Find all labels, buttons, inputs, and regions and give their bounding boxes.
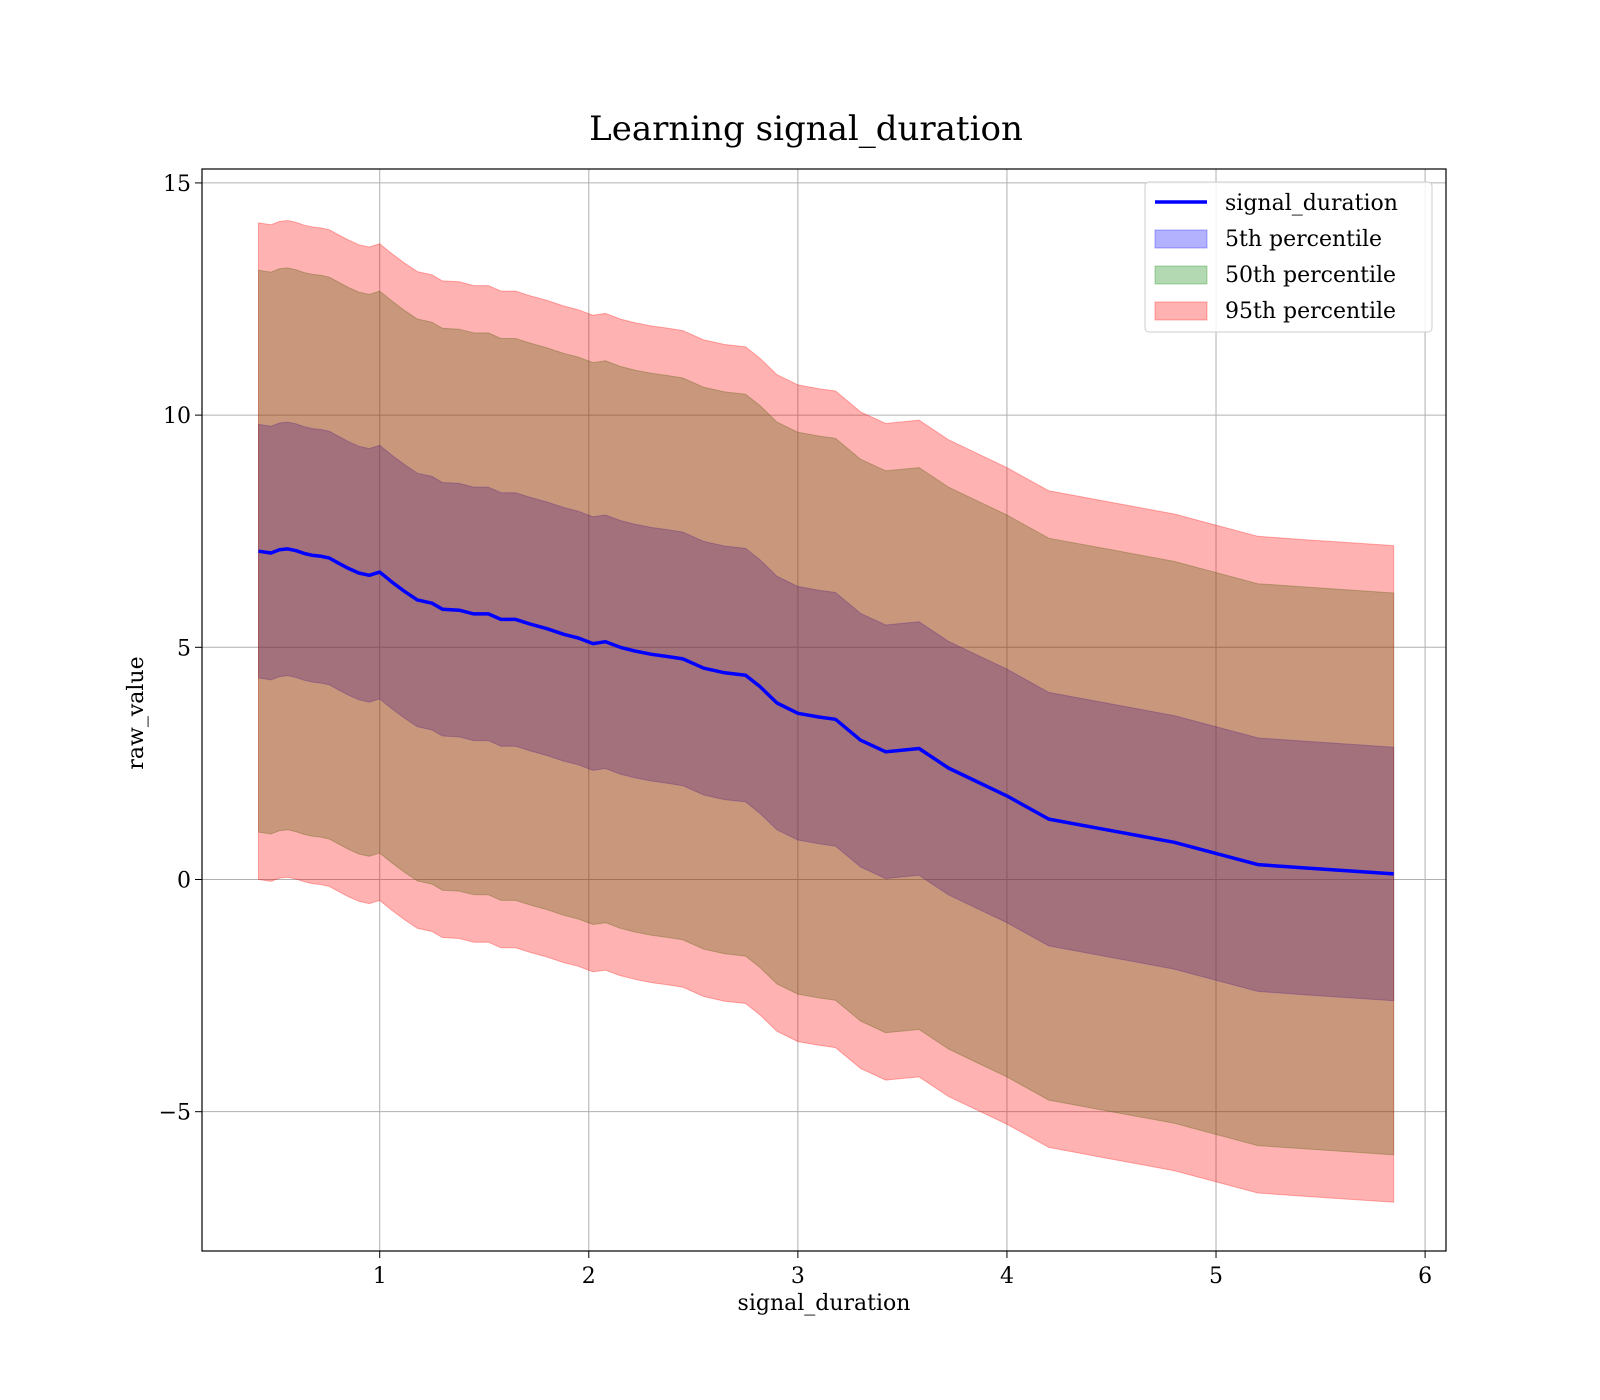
x-tick-label: 2: [582, 1264, 596, 1289]
x-tick-label: 5: [1209, 1264, 1223, 1289]
y-tick-label: 10: [163, 404, 191, 429]
legend-swatch-patch: [1154, 301, 1208, 321]
series-line-signal-duration: [258, 547, 1394, 876]
y-tick-label: 15: [163, 172, 191, 197]
legend-swatch-patch: [1154, 265, 1208, 285]
legend-label: 5th percentile: [1225, 227, 1382, 252]
legend-label: 50th percentile: [1225, 263, 1396, 288]
percentile-bands: [258, 219, 1395, 1203]
legend-label: signal_duration: [1225, 191, 1398, 216]
legend: signal_duration 5th percentile 50th percen…: [1144, 181, 1433, 333]
y-axis-label: raw_value: [124, 656, 149, 769]
x-tick-label: 1: [373, 1264, 387, 1289]
y-tick-label: 5: [177, 636, 191, 661]
legend-label: 95th percentile: [1225, 299, 1396, 324]
x-tick-label: 3: [791, 1264, 805, 1289]
axis-ticks: 1 2 3 4 5 6 −5 0 5 10 15: [159, 172, 1433, 1289]
x-axis-label: signal_duration: [738, 1291, 911, 1316]
x-tick-label: 6: [1418, 1264, 1432, 1289]
x-tick-label: 4: [1000, 1264, 1014, 1289]
band-50th-percentile: [258, 267, 1395, 1156]
y-tick-label: 0: [177, 868, 191, 893]
series-lines: [258, 547, 1394, 876]
chart-title: Learning signal_duration: [589, 109, 1023, 149]
legend-swatch-patch: [1154, 229, 1208, 249]
band-5th-percentile: [258, 421, 1395, 1002]
band-95th-percentile: [258, 219, 1395, 1203]
legend-box: [1144, 181, 1433, 333]
plot-frame: [201, 168, 1447, 1252]
y-tick-label: −5: [159, 1101, 191, 1126]
